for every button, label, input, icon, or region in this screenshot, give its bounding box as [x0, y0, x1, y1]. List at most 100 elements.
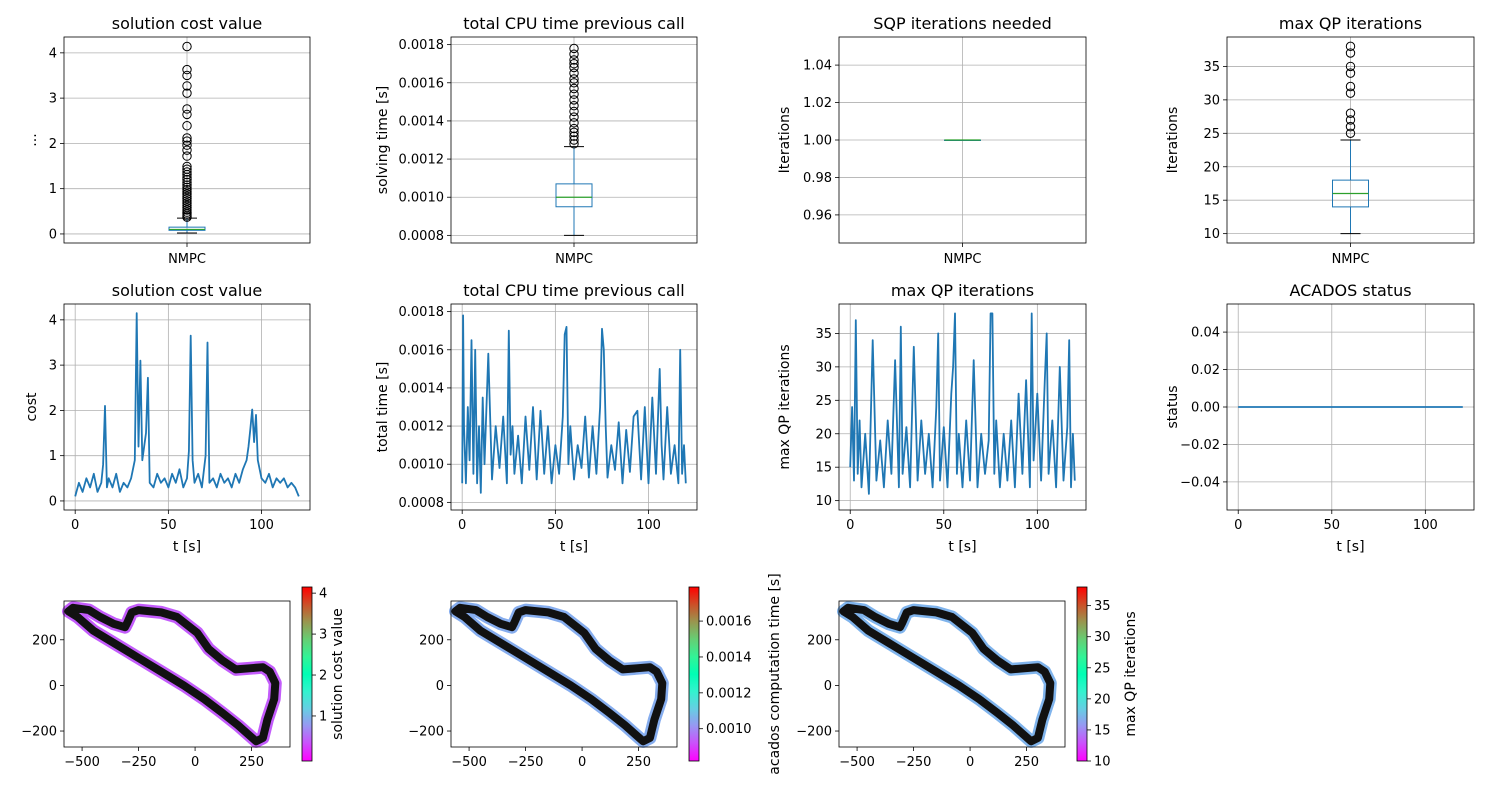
axes-frame	[63, 36, 311, 244]
y-tick-label: 0.02	[1191, 363, 1220, 378]
x-tick-label: 0	[966, 755, 974, 770]
y-tick-label: −200	[21, 725, 57, 740]
chart-box_cost: 0 1 2 3 4 NMPC solution cost value...	[24, 14, 311, 267]
y-tick-label: 15	[1203, 194, 1220, 209]
y-tick-label: 4	[49, 46, 57, 61]
flier-point	[1345, 68, 1356, 78]
flier-point	[182, 184, 192, 195]
flier-point	[182, 133, 192, 143]
x-tick-label: −250	[896, 755, 932, 770]
y-tick-label: 15	[815, 461, 832, 476]
y-tick-label: 0.0016	[399, 343, 445, 358]
flier-point	[182, 88, 192, 98]
y-tick-label: 1	[49, 182, 57, 197]
flier-point	[182, 180, 192, 190]
series-line	[74, 312, 300, 497]
x-tick-label: 50	[547, 518, 564, 533]
chart-box_qp: 10 15 20 25 30 35 NMPC max QP iterations Iterati…	[1165, 14, 1475, 267]
box-iqr	[555, 183, 593, 208]
colorbar-tick-label: 3	[319, 628, 327, 643]
y-tick-label: 20	[1203, 160, 1220, 175]
chart-title: solution cost value	[112, 14, 262, 33]
y-tick-label: 3	[49, 92, 57, 107]
y-tick-label: 0.96	[803, 208, 832, 223]
colorbar-tick-label: 4	[319, 587, 327, 602]
flier-point	[182, 187, 192, 197]
chart-title: total CPU time previous call	[463, 14, 685, 33]
y-tick-label: −0.02	[1180, 438, 1220, 453]
y-tick-label: 200	[807, 633, 832, 648]
y-tick-label: 35	[1203, 60, 1220, 75]
chart-track_qp: −200 0 200 −500 −250 0 250 10 15 20 25 30 35 max QP i…	[796, 586, 1139, 770]
y-tick-label: 0.0010	[399, 191, 445, 206]
axes-frame	[1226, 303, 1475, 511]
flier-point	[182, 121, 192, 131]
x-tick-label: 0	[458, 518, 466, 533]
y-tick-label: 0.0014	[399, 381, 445, 396]
y-axis-label: ...	[24, 133, 40, 146]
flier-point	[182, 64, 192, 75]
y-axis-label: max QP iterations	[777, 344, 793, 469]
flier-point	[569, 100, 579, 111]
x-tick-label: 0	[71, 518, 79, 533]
flier-point	[1345, 61, 1356, 72]
flier-point	[182, 145, 192, 155]
flier-point	[182, 189, 192, 199]
y-tick-label: −200	[408, 725, 444, 740]
y-tick-label: 200	[419, 633, 444, 648]
flier-point	[182, 167, 192, 177]
x-tick-label: 100	[1413, 518, 1438, 533]
y-tick-label: 1.02	[803, 96, 832, 111]
colorbar-tick-label: 35	[1094, 599, 1111, 614]
chart-line_status: −0.04 −0.02 0.00 0.02 0.04 0 50 100 ACADOS statu…	[1165, 281, 1475, 555]
y-tick-label: 30	[815, 360, 832, 375]
y-axis-label: cost	[24, 392, 40, 422]
y-tick-label: 30	[1203, 93, 1220, 108]
flier-point	[569, 43, 579, 54]
flier-point	[182, 70, 192, 81]
x-axis-label: t [s]	[1336, 539, 1364, 555]
x-tick-label: −500	[451, 755, 487, 770]
axes-frame	[838, 36, 1087, 244]
flier-point	[1345, 41, 1356, 52]
flier-point	[182, 109, 192, 120]
y-tick-label: 0.0008	[399, 229, 445, 244]
flier-point	[182, 136, 192, 146]
x-tick-label: 0	[191, 755, 199, 770]
x-tick-label: −250	[121, 755, 157, 770]
flier-point	[182, 140, 192, 150]
chart-title: solution cost value	[112, 281, 262, 300]
flier-point	[569, 123, 579, 134]
track-outline	[839, 603, 1055, 746]
flier-point	[569, 62, 579, 73]
flier-point	[569, 89, 579, 99]
y-tick-label: 1	[49, 449, 57, 464]
axes-frame	[450, 303, 698, 511]
flier-point	[182, 41, 192, 52]
colorbar	[1076, 586, 1088, 762]
flier-point	[182, 182, 192, 193]
y-axis-label: solving time [s]	[375, 86, 391, 194]
x-tick-label: NMPC	[944, 252, 982, 267]
axes-frame	[450, 36, 698, 244]
flier-point	[569, 49, 579, 59]
y-tick-label: 2	[49, 137, 57, 152]
flier-point	[182, 81, 192, 91]
chart-title: max QP iterations	[1279, 14, 1422, 33]
colorbar	[688, 586, 700, 762]
x-tick-label: NMPC	[1332, 252, 1370, 267]
x-tick-label: 0	[1234, 518, 1242, 533]
flier-point	[569, 55, 579, 65]
y-axis-label: Iterations	[777, 107, 793, 174]
y-tick-label: 20	[815, 427, 832, 442]
y-axis-label: status	[1165, 385, 1181, 428]
flier-point	[182, 196, 192, 206]
x-tick-label: 0	[578, 755, 586, 770]
track-outline	[64, 603, 280, 746]
flier-point	[182, 212, 192, 222]
flier-point	[1345, 108, 1356, 118]
x-tick-label: 0	[846, 518, 854, 533]
flier-point	[569, 127, 579, 138]
